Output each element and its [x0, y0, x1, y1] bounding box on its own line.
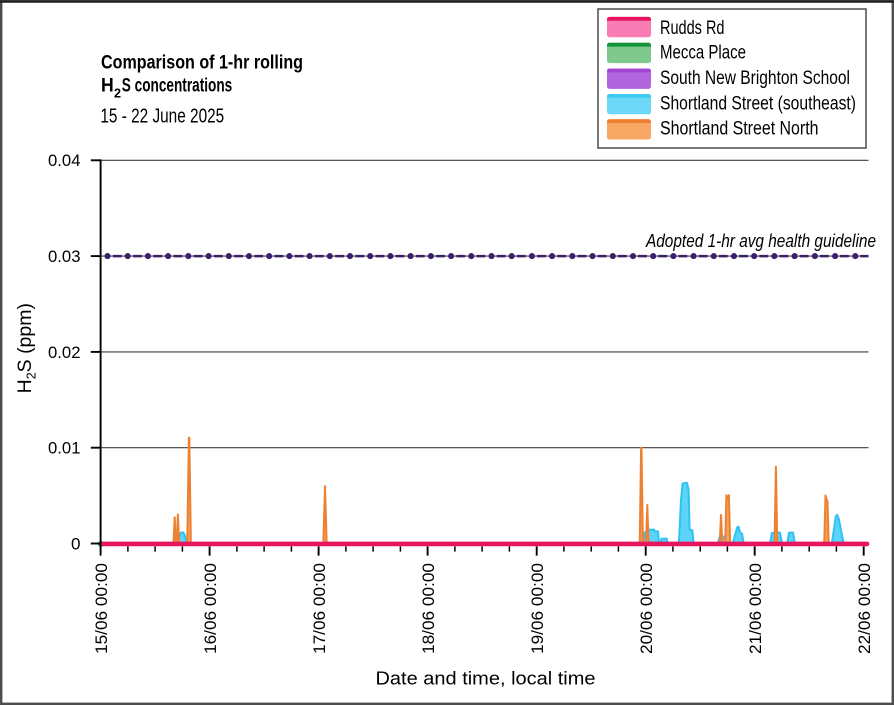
svg-text:H2S (ppm): H2S (ppm) — [14, 303, 39, 393]
svg-text:Comparison of 1-hr rolling: Comparison of 1-hr rolling — [101, 52, 303, 73]
svg-text:South New Brighton School: South New Brighton School — [660, 68, 850, 89]
svg-text:0: 0 — [71, 534, 81, 553]
svg-text:22/06 00:00: 22/06 00:00 — [855, 563, 874, 654]
svg-text:Date and time, local time: Date and time, local time — [376, 668, 596, 689]
svg-text:Shortland Street (southeast): Shortland Street (southeast) — [660, 93, 856, 114]
svg-text:S concentrations: S concentrations — [122, 75, 232, 96]
svg-text:Rudds Rd: Rudds Rd — [660, 18, 725, 39]
svg-text:17/06 00:00: 17/06 00:00 — [310, 563, 329, 654]
svg-text:H: H — [101, 75, 114, 96]
svg-text:20/06 00:00: 20/06 00:00 — [637, 563, 656, 654]
svg-text:21/06 00:00: 21/06 00:00 — [746, 563, 765, 654]
svg-text:18/06 00:00: 18/06 00:00 — [419, 563, 438, 654]
svg-text:0.04: 0.04 — [48, 151, 81, 170]
svg-text:15/06 00:00: 15/06 00:00 — [92, 563, 111, 654]
svg-text:0.03: 0.03 — [48, 247, 81, 266]
svg-text:Mecca Place: Mecca Place — [660, 43, 746, 64]
svg-text:0.01: 0.01 — [48, 439, 81, 458]
svg-text:Adopted 1-hr avg health guidel: Adopted 1-hr avg health guideline — [645, 231, 876, 251]
svg-text:2: 2 — [114, 86, 121, 101]
svg-text:15 - 22 June 2025: 15 - 22 June 2025 — [100, 106, 224, 128]
svg-text:Shortland Street North: Shortland Street North — [660, 119, 819, 140]
svg-text:19/06 00:00: 19/06 00:00 — [528, 563, 547, 654]
svg-text:16/06 00:00: 16/06 00:00 — [201, 563, 220, 654]
svg-text:0.02: 0.02 — [48, 343, 81, 362]
